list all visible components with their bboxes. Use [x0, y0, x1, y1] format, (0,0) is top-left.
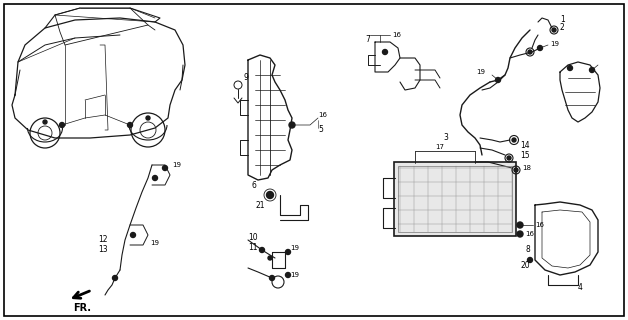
Circle shape — [60, 123, 65, 127]
Circle shape — [112, 276, 117, 281]
Circle shape — [552, 28, 556, 32]
Circle shape — [146, 116, 150, 120]
Text: 11: 11 — [248, 244, 257, 252]
Circle shape — [153, 175, 158, 180]
Text: 5: 5 — [318, 125, 323, 134]
Text: 6: 6 — [252, 180, 257, 189]
Circle shape — [590, 68, 595, 73]
Circle shape — [507, 156, 511, 160]
Text: 16: 16 — [392, 32, 401, 38]
Text: 12: 12 — [99, 236, 108, 244]
Circle shape — [268, 256, 272, 260]
Text: 19: 19 — [476, 69, 485, 75]
Circle shape — [127, 123, 133, 127]
Text: 10: 10 — [248, 234, 257, 243]
Text: 16: 16 — [525, 231, 534, 237]
Text: 2: 2 — [560, 23, 565, 33]
Text: 16: 16 — [535, 222, 544, 228]
Circle shape — [512, 138, 516, 142]
Circle shape — [382, 50, 387, 54]
Circle shape — [514, 168, 518, 172]
Text: 19: 19 — [150, 240, 159, 246]
Circle shape — [269, 276, 274, 281]
Text: 21: 21 — [256, 201, 265, 210]
Text: 9: 9 — [243, 74, 248, 83]
Circle shape — [266, 191, 274, 198]
Text: 19: 19 — [290, 245, 299, 251]
Circle shape — [286, 250, 291, 254]
Text: 19: 19 — [290, 272, 299, 278]
Text: 13: 13 — [99, 245, 108, 254]
FancyBboxPatch shape — [394, 162, 516, 236]
Circle shape — [495, 77, 501, 83]
Circle shape — [43, 120, 47, 124]
Text: 16: 16 — [318, 112, 327, 118]
Circle shape — [528, 258, 533, 262]
Circle shape — [517, 231, 523, 237]
Text: 19: 19 — [550, 41, 559, 47]
Text: 3: 3 — [443, 133, 448, 142]
Circle shape — [568, 66, 573, 70]
Circle shape — [163, 165, 168, 171]
Circle shape — [286, 273, 291, 277]
Text: 8: 8 — [525, 245, 530, 254]
Circle shape — [528, 50, 532, 54]
Text: 20: 20 — [521, 260, 530, 269]
Text: FR.: FR. — [73, 303, 91, 313]
Circle shape — [538, 45, 543, 51]
Circle shape — [259, 247, 264, 252]
Text: 4: 4 — [578, 284, 583, 292]
Text: 17: 17 — [435, 144, 444, 150]
Text: 15: 15 — [520, 150, 529, 159]
Text: 1: 1 — [560, 15, 565, 25]
Text: 14: 14 — [520, 140, 529, 149]
Text: 7: 7 — [365, 36, 370, 44]
Circle shape — [131, 233, 136, 237]
Circle shape — [289, 122, 295, 128]
Text: 19: 19 — [172, 162, 181, 168]
Circle shape — [517, 222, 523, 228]
Text: 18: 18 — [522, 165, 531, 171]
Bar — [398, 166, 512, 232]
